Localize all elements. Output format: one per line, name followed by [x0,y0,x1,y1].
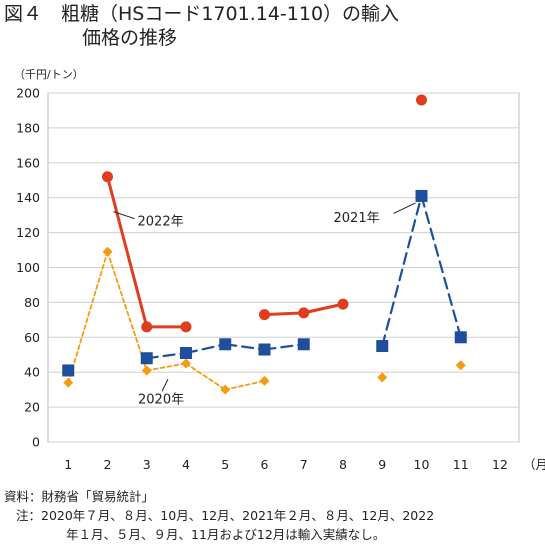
data-point [297,338,310,351]
series-line-segment [224,343,266,351]
y-tick-label: 40 [24,365,40,380]
data-point [63,377,74,388]
series-line-segment [185,362,227,391]
series-line-segment [263,343,305,351]
x-tick-label: 10 [414,457,430,472]
data-point [62,364,75,377]
data-point [141,321,153,333]
series-label-2021: 2021年 [334,211,380,226]
y-tick-label: 60 [24,330,40,345]
series-line-segment [106,250,148,372]
footnote-line-1: 注：2020年７月、８月、10月、12月、2021年２月、８月、12月、2022 [16,508,435,523]
x-tick-label: 2 [104,457,112,472]
data-point [102,246,113,257]
x-axis-label: （月） [523,457,545,472]
x-tick-label: 3 [143,457,151,472]
annotation-leader [393,202,416,214]
data-point [337,298,349,310]
footnote-line-2: 年１月、５月、９月、11月および12月は輸入実績なし。 [66,527,386,542]
series-line-segment [145,351,188,360]
data-point [258,343,271,356]
data-point [259,309,270,321]
y-tick-label: 0 [32,435,40,450]
series-line-segment [106,175,149,329]
x-tick-label: 11 [453,457,469,472]
series-line-segment [67,250,109,384]
x-tick-label: 1 [64,457,72,472]
data-point [455,360,466,371]
y-tick-label: 80 [24,295,40,310]
y-tick-label: 120 [16,225,40,240]
series-line-segment [145,362,187,372]
series-line-segment [184,343,227,355]
data-point [377,372,388,383]
series-line-segment [263,311,306,317]
y-tick-label: 180 [16,120,40,135]
data-point [140,352,153,365]
chart-title: 図４ 粗糖（HSコード1701.14-110）の輸入 価格の推移 [4,2,544,50]
data-point [219,338,232,351]
data-point [376,340,389,353]
x-tick-label: 12 [492,457,508,472]
x-tick-label: 5 [221,457,229,472]
data-point [415,189,428,202]
x-tick-label: 7 [300,457,308,472]
series-line-segment [420,194,462,339]
y-tick-label: 100 [16,260,40,275]
series-line-segment [381,194,423,348]
x-tick-label: 8 [339,457,347,472]
x-tick-label: 9 [378,457,386,472]
x-tick-label: 6 [261,457,269,472]
data-point [180,347,192,360]
series-label-2020: 2020年 [138,393,184,408]
data-point [180,321,192,333]
series-line-segment [302,302,345,315]
data-point [181,358,191,369]
data-point [220,384,231,395]
data-point [141,365,152,376]
y-axis-unit: （千円/トン） [14,68,84,81]
title-line-2: 価格の推移 [82,27,178,49]
series-label-2022: 2022年 [138,215,184,230]
title-line-1: 図４ 粗糖（HSコード1701.14-110）の輸入 [4,3,400,25]
data-point [454,331,467,344]
data-point [102,171,113,183]
y-tick-label: 140 [16,190,40,205]
series-line-segment [224,380,266,391]
data-point [298,307,310,319]
chart-notes: 資料：財務省「貿易統計」 注：2020年７月、８月、10月、12月、2021年２… [4,487,434,544]
y-tick-label: 20 [24,400,40,415]
data-point [259,375,270,386]
annotation-leader [113,211,135,220]
y-tick-label: 200 [16,86,40,101]
data-point [416,94,427,106]
source-note: 資料：財務省「貿易統計」 [4,489,155,504]
annotation-leader [161,378,169,392]
x-tick-label: 4 [182,457,190,472]
y-tick-label: 160 [16,155,40,170]
